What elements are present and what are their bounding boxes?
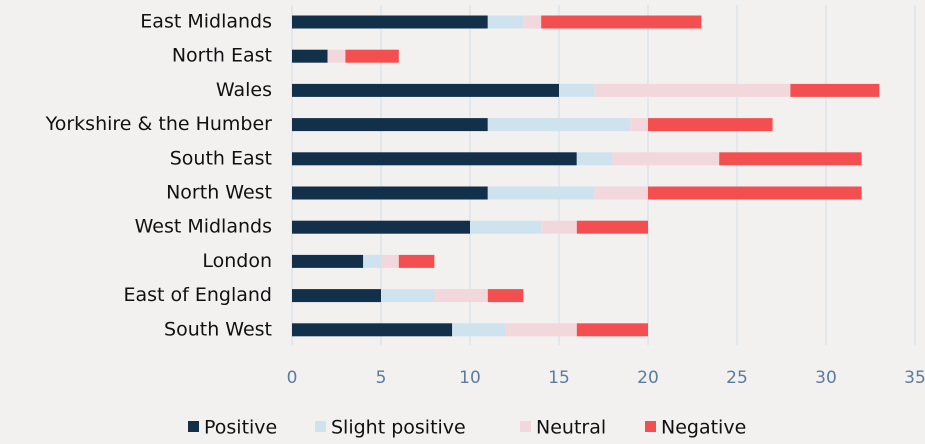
x-tick-label: 25 [726,368,748,388]
y-tick-label: London [202,250,272,272]
y-tick-label: Yorkshire & the Humber [45,113,273,135]
legend-label: Neutral [536,417,606,439]
bar-segment [292,118,488,132]
bar-segment [452,323,506,337]
bar-segment [576,152,613,166]
bar-segment [648,118,773,132]
bar-segment [381,289,435,303]
bar-segment [292,15,488,29]
x-tick-label: 5 [376,368,387,388]
bar-segment [398,254,435,268]
y-tick-label: East Midlands [140,11,272,33]
bar-segment [594,186,648,200]
y-tick-label: East of England [123,284,272,306]
bar-segment [363,254,381,268]
x-tick-label: 20 [637,368,659,388]
bar-segment [487,118,631,132]
legend-label: Negative [661,417,746,439]
bar-segment [790,83,880,97]
x-tick-label: 15 [548,368,570,388]
bar-segment [292,186,488,200]
bar-segment [345,49,399,63]
bar-segment [630,118,648,132]
bar-segment [434,289,488,303]
legend-swatch [645,421,656,432]
y-tick-label: South East [170,147,272,169]
bar-segment [576,220,648,234]
bar-segment [541,15,702,29]
bar-segment [292,323,453,337]
x-tick-label: 10 [459,368,481,388]
bar-segment [541,220,577,234]
bar-segment [523,15,542,29]
bar-segment [648,186,862,200]
bar-segment [487,289,524,303]
x-tick-label: 0 [287,368,298,388]
bar-segment [292,220,470,234]
legend-swatch [315,421,326,432]
legend-swatch [188,421,199,432]
y-tick-label: North West [166,182,272,204]
x-tick-label: 30 [815,368,837,388]
bar-segment [559,83,595,97]
bar-segment [505,323,577,337]
legend-label: Slight positive [331,417,466,439]
bar-segment [327,49,346,63]
bar-segment [292,152,577,166]
bar-segment [487,15,524,29]
bar-segment [292,289,381,303]
y-tick-label: West Midlands [135,216,272,238]
bar-segment [470,220,542,234]
legend-label: Positive [204,417,277,439]
bar-segment [719,152,862,166]
bar-segment [576,323,648,337]
bar-segment [292,83,559,97]
bar-segment [487,186,595,200]
y-tick-label: Wales [216,79,272,101]
bar-segment [381,254,399,268]
bar-segment [612,152,720,166]
y-tick-label: South West [164,318,272,340]
bar-segment [292,49,328,63]
bar-segment [292,254,364,268]
y-tick-label: North East [172,45,272,67]
x-tick-label: 35 [904,368,925,388]
bar-segment [594,83,791,97]
legend-swatch [520,421,531,432]
